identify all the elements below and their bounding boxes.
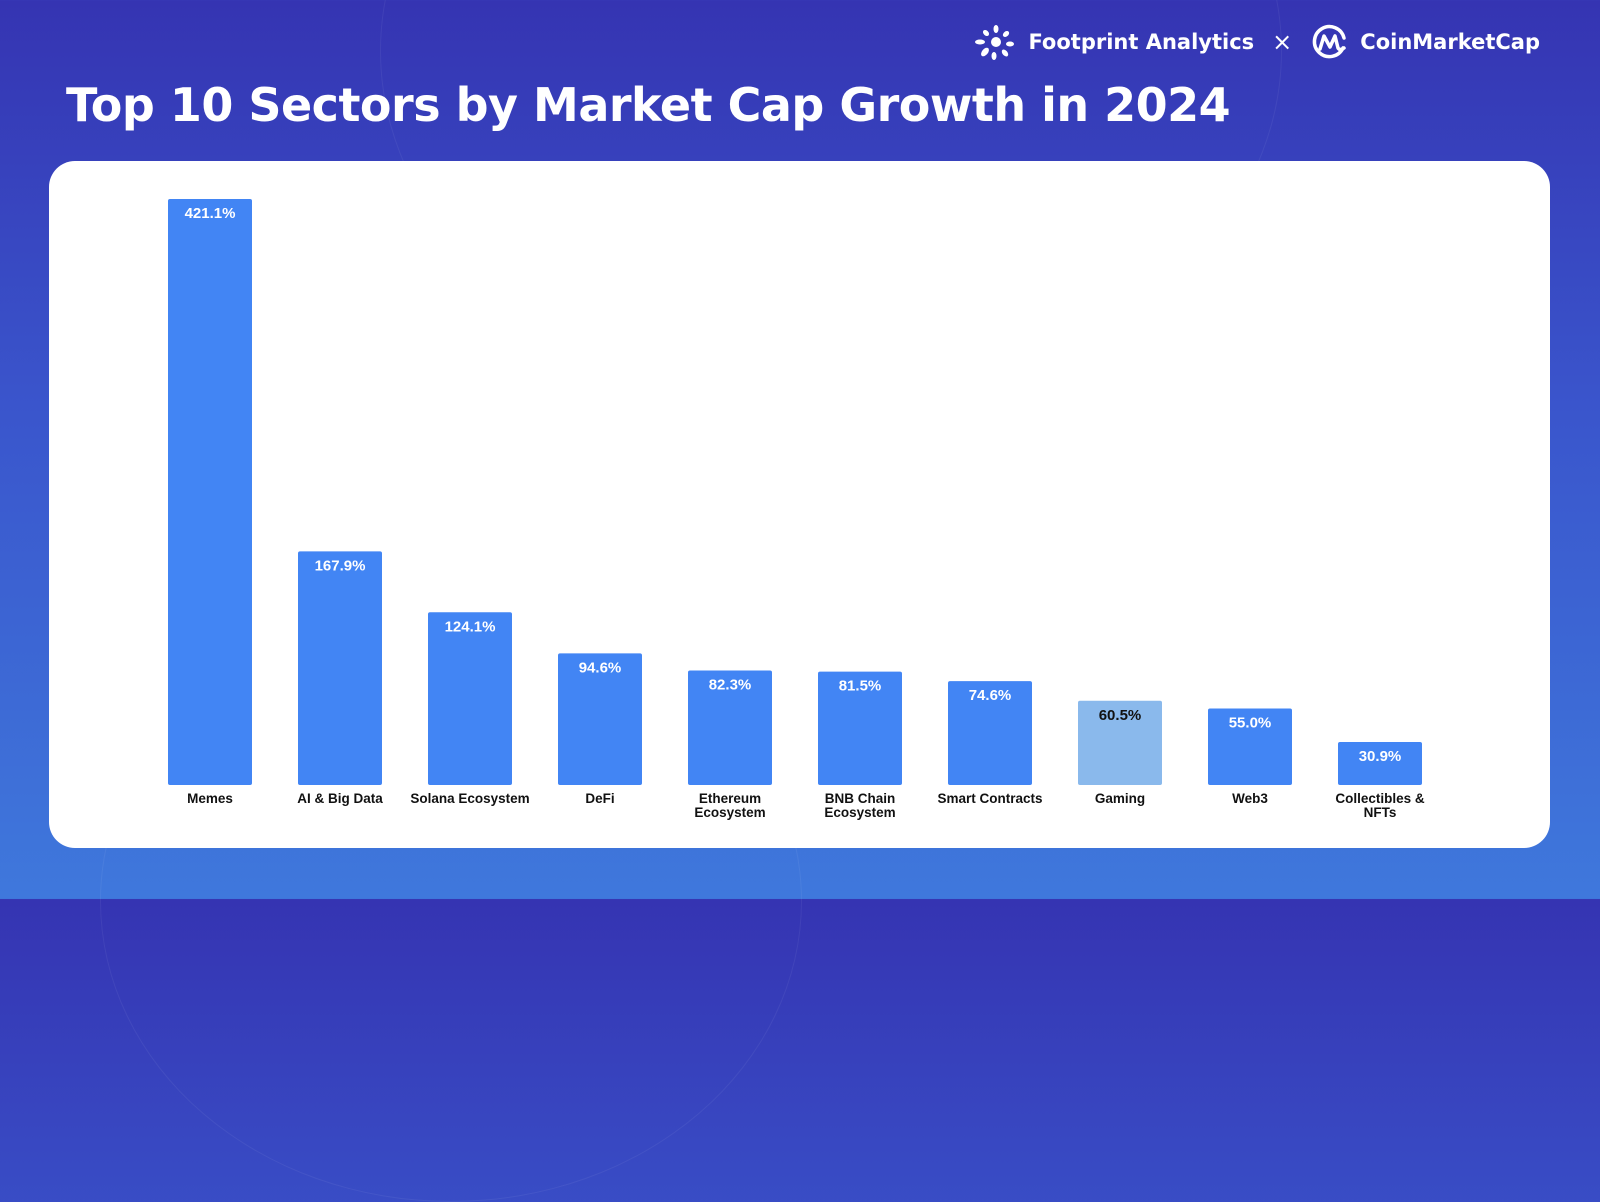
bar-collectibles-nfts — [1338, 741, 1422, 785]
data-label: 167.9% — [315, 557, 366, 574]
coinmarketcap-logo-icon — [1312, 24, 1347, 59]
bar-bnb-chain-ecosystem — [818, 671, 902, 785]
bar-memes — [168, 199, 252, 785]
data-label: 30.9% — [1359, 748, 1402, 765]
bar-gaming — [1078, 700, 1162, 785]
footprint-sparkle-logo-icon — [975, 25, 1015, 60]
data-label: 421.1% — [185, 205, 236, 222]
x-tick-label: Ecosystem — [694, 805, 765, 820]
bar-chart: 421.1% Memes 167.9% AI & Big Data 124.1% Sola… — [168, 199, 1425, 820]
x-tick-label: BNB Chain — [825, 791, 896, 806]
x-tick-label: DeFi — [585, 791, 614, 806]
data-label: 74.6% — [969, 687, 1012, 704]
data-label: 94.6% — [579, 659, 622, 676]
data-label: 124.1% — [445, 618, 496, 635]
coinmarketcap-label: CoinMarketCap — [1360, 30, 1540, 54]
data-label: 60.5% — [1099, 707, 1142, 724]
x-tick-label: Collectibles & — [1335, 791, 1425, 806]
separator-x: × — [1272, 28, 1293, 56]
x-tick-label: NFTs — [1364, 805, 1397, 820]
x-tick-label: Ecosystem — [824, 805, 895, 820]
x-tick-label: AI & Big Data — [297, 791, 383, 806]
data-label: 82.3% — [709, 676, 752, 693]
bar-solana-ecosystem — [428, 612, 512, 785]
x-tick-label: Ethereum — [699, 791, 761, 806]
bar-defi — [558, 653, 642, 785]
page-title: Top 10 Sectors by Market Cap Growth in 2… — [66, 78, 1231, 132]
bar-web3 — [1208, 708, 1292, 785]
bar-ethereum-ecosystem — [688, 670, 772, 785]
x-tick-label: Web3 — [1232, 791, 1268, 806]
x-tick-label: Smart Contracts — [937, 791, 1042, 806]
bar-smart-contracts — [948, 681, 1032, 785]
x-tick-label: Memes — [187, 791, 233, 806]
bar-ai-big-data — [298, 551, 382, 785]
data-label: 55.0% — [1229, 714, 1272, 731]
x-tick-label: Solana Ecosystem — [410, 791, 529, 806]
data-label: 81.5% — [839, 678, 882, 695]
x-tick-label: Gaming — [1095, 791, 1145, 806]
partner-logos: Footprint Analytics × CoinMarketCap — [974, 22, 1540, 62]
footprint-analytics-label: Footprint Analytics — [1028, 30, 1255, 54]
